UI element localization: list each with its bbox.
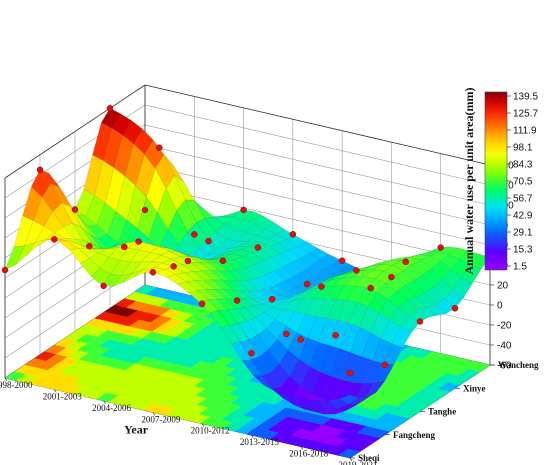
y-tick-label: Wancheng [498, 360, 539, 370]
z-tick-label: -40 [497, 341, 512, 352]
data-point [318, 283, 325, 290]
data-point [437, 244, 444, 251]
data-point [100, 282, 107, 290]
colorbar-tick-label: 1.5 [513, 262, 527, 273]
colorbar-tick-label: 98.1 [513, 143, 533, 154]
colorbar-tick-label: 111.9 [513, 126, 537, 137]
x-tick-mark [53, 389, 57, 393]
x-tick-label: 2001-2003 [43, 391, 82, 401]
x-tick-mark [349, 457, 353, 462]
data-point [156, 144, 163, 151]
data-point [353, 267, 360, 274]
data-point [240, 206, 247, 214]
data-point [184, 257, 192, 265]
z-gridline [4, 104, 491, 199]
data-point [402, 258, 409, 266]
frame-edge [4, 84, 146, 179]
x-tick-label: 2010-2012 [191, 426, 230, 436]
z-gridline [4, 84, 491, 179]
data-point [254, 244, 262, 251]
data-point [121, 243, 128, 251]
colorbar-tick-label: 15.3 [513, 245, 533, 256]
x-tick-mark [103, 400, 106, 405]
data-point [1, 266, 9, 274]
data-point [36, 166, 44, 174]
surface-cell [365, 380, 386, 398]
x-tick-mark [201, 423, 205, 427]
data-point [303, 280, 311, 288]
data-point [451, 305, 459, 312]
x-tick-label: 2019-2021 [339, 460, 378, 465]
data-point [191, 231, 198, 238]
data-point [106, 105, 114, 112]
data-point [346, 369, 354, 377]
x-tick-mark [300, 446, 304, 450]
data-point [51, 236, 58, 243]
data-point [233, 297, 241, 304]
colorbar-tick-label: 70.5 [513, 177, 533, 188]
x-tick-mark [4, 377, 8, 382]
data-point [248, 349, 255, 357]
x-axis-label: Year [124, 422, 149, 436]
x-tick-mark [152, 412, 156, 416]
data-point [283, 330, 290, 338]
frame-edge [144, 84, 491, 166]
colorbar-tick-label: 42.9 [513, 211, 533, 222]
surface-cell [338, 394, 360, 405]
data-point [205, 237, 212, 245]
data-point [338, 257, 346, 264]
surface-cell [443, 289, 465, 309]
x-tick-label: 2013-2015 [240, 437, 279, 447]
x-tick-label: 1998-2000 [0, 380, 33, 390]
data-point [141, 206, 149, 214]
surface-cell [391, 327, 412, 348]
data-point [149, 269, 157, 276]
data-point [71, 206, 79, 213]
data-point [86, 242, 93, 250]
surface-cell [408, 309, 430, 323]
colorbar: 139.5 125.7 111.9 98.1 84.3 70.5 56.7 42.9 29.1 1… [462, 88, 538, 275]
surface-cell [373, 363, 395, 383]
data-point [170, 263, 177, 270]
x-tick-label: 2004-2006 [92, 403, 131, 413]
colorbar-title: Annual water use per unit area(mm) [462, 88, 476, 275]
colorbar-tick-label: 56.7 [513, 194, 533, 205]
y-tick-label: Fangcheng [393, 430, 436, 440]
data-point [367, 284, 374, 292]
z-tick-label: 0 [497, 301, 503, 312]
z-tick-label: -60 [497, 361, 512, 372]
data-point [135, 238, 142, 245]
x-tick-label: 2007-2009 [141, 414, 180, 424]
data-point [219, 257, 227, 265]
data-point [268, 295, 276, 303]
colorbar-tick-label: 139.5 [513, 92, 538, 103]
colorbar-tick-label: 84.3 [513, 160, 533, 171]
y-tick-label: Tanghe [428, 407, 456, 417]
y-tick-label: Sheqi [358, 453, 380, 463]
data-point [289, 231, 297, 238]
surface-mesh [4, 107, 491, 415]
colorbar-tick-label: 29.1 [513, 228, 533, 239]
x-tick-mark [251, 434, 254, 439]
data-point [381, 361, 389, 369]
colorbar-gradient [484, 91, 508, 271]
colorbar-tick-label: 125.7 [513, 109, 538, 120]
y-tick-label: Xinye [463, 383, 486, 393]
data-point [332, 332, 339, 339]
data-point [297, 336, 304, 343]
data-point [198, 300, 206, 307]
z-tick-label: 20 [497, 281, 509, 292]
data-point [416, 318, 424, 325]
data-point [388, 273, 395, 281]
x-tick-label: 2016-2018 [289, 449, 328, 459]
z-tick-label: -20 [497, 321, 512, 332]
